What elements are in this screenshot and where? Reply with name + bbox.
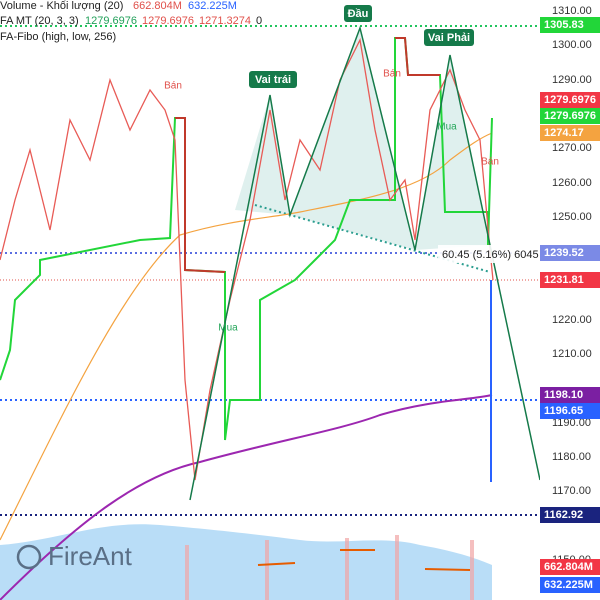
price-badge bbox=[540, 245, 600, 261]
legend-value: 0 bbox=[256, 15, 262, 27]
trend-line-down bbox=[175, 37, 440, 273]
legend-value: 662.804M bbox=[133, 0, 182, 12]
legend-value: 1279.6976 bbox=[142, 15, 194, 27]
zigzag bbox=[189, 25, 541, 501]
sell-signal: Bán bbox=[383, 69, 401, 80]
buy-signal: Mua bbox=[218, 323, 238, 334]
ma-orange bbox=[0, 132, 493, 541]
sell-signal: Bán bbox=[481, 157, 499, 168]
price-badge bbox=[540, 507, 600, 523]
ma-purple bbox=[0, 394, 493, 600]
price-badge-label: 1279.6976 bbox=[544, 110, 596, 122]
price-badge-label: 1274.17 bbox=[544, 127, 584, 139]
watermark: FireAnt bbox=[48, 541, 133, 571]
volume-area bbox=[0, 524, 492, 600]
price-badge bbox=[540, 125, 600, 141]
measure-label: 60.45 (5.16%) 6045 bbox=[442, 249, 539, 261]
price-badge-label: 662.804M bbox=[544, 561, 593, 573]
legend-value: 1279.6976 bbox=[85, 15, 137, 27]
price-label: 1310.00 bbox=[552, 5, 592, 17]
price-badge bbox=[540, 108, 600, 124]
price-badge-label: 1231.81 bbox=[544, 274, 584, 286]
price-badge-label: 1239.52 bbox=[544, 247, 584, 259]
legend-value: 1271.3274 bbox=[199, 15, 251, 27]
price-label: 1250.00 bbox=[552, 211, 592, 223]
price-badge bbox=[540, 403, 600, 419]
pattern-label: Đầu bbox=[348, 8, 369, 20]
legend-label: Volume - Khối lượng (20) bbox=[0, 0, 123, 12]
price-badge-label: 632.225M bbox=[544, 579, 593, 591]
price-badge-label: 1196.65 bbox=[544, 405, 583, 417]
volume-bars bbox=[185, 535, 474, 600]
price-label: 1210.00 bbox=[552, 348, 592, 360]
price-badge bbox=[540, 577, 600, 593]
price-line bbox=[0, 37, 494, 481]
price-badge bbox=[540, 272, 600, 288]
price-label: 1220.00 bbox=[552, 314, 592, 326]
price-label: 1180.00 bbox=[552, 451, 591, 463]
price-label: 1270.00 bbox=[552, 142, 592, 154]
price-badge bbox=[540, 559, 600, 575]
volume-ma bbox=[257, 549, 471, 571]
pattern-label: Vai trái bbox=[255, 74, 291, 86]
price-badge bbox=[540, 387, 600, 403]
price-badge bbox=[540, 92, 600, 108]
sell-signal: Bán bbox=[164, 81, 182, 92]
price-label: 1170.00 bbox=[552, 485, 591, 497]
pattern-label: Vai Phải bbox=[428, 32, 470, 44]
price-badge-label: 1162.92 bbox=[544, 509, 583, 521]
price-badge bbox=[540, 17, 600, 33]
price-badge-label: 1198.10 bbox=[544, 389, 583, 401]
price-label: 1300.00 bbox=[552, 39, 592, 51]
price-label: 1260.00 bbox=[552, 177, 592, 189]
pattern-area bbox=[235, 28, 490, 250]
price-label: 1290.00 bbox=[552, 74, 592, 86]
legend-label: FA MT (20, 3, 3) bbox=[0, 15, 79, 27]
price-label: 1190.00 bbox=[552, 417, 591, 429]
legend-label: FA-Fibo (high, low, 256) bbox=[0, 31, 116, 43]
price-badge-label: 1305.83 bbox=[544, 19, 584, 31]
price-badge-label: 1279.6976 bbox=[544, 94, 596, 106]
legend-value: 632.225M bbox=[188, 0, 237, 12]
buy-signal: Mua bbox=[437, 122, 457, 133]
neckline bbox=[254, 204, 491, 273]
